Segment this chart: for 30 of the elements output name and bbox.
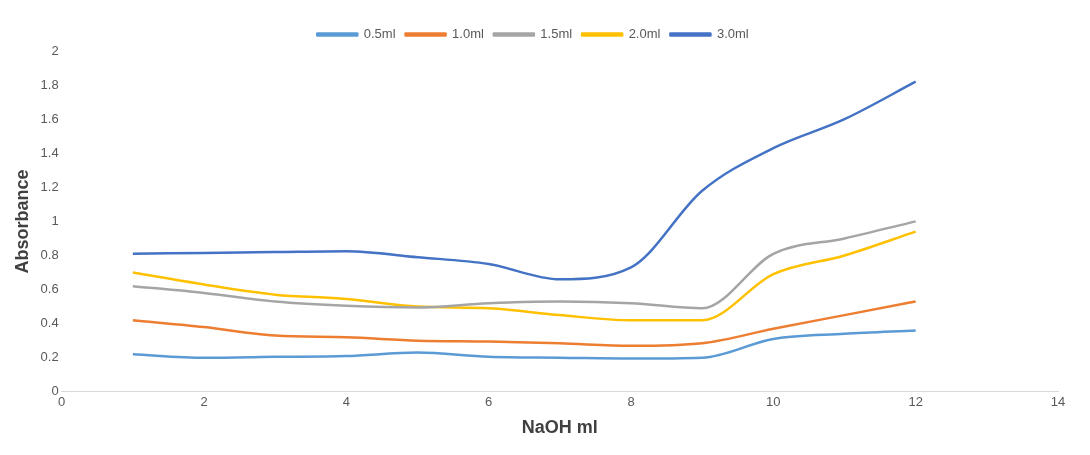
y-tick-label: 1.6 — [40, 110, 59, 126]
x-axis-title: NaOH ml — [521, 417, 598, 438]
legend-label: 2.0ml — [628, 26, 661, 42]
line-series — [131, 329, 917, 360]
x-tick-label: 2 — [200, 394, 208, 410]
line-series — [131, 300, 917, 348]
x-tick-label: 14 — [1050, 394, 1066, 410]
x-tick-label: 8 — [627, 394, 635, 410]
y-tick-label: 0 — [51, 383, 59, 399]
legend-label: 1.0ml — [452, 26, 484, 42]
y-tick-label: 1.8 — [40, 76, 59, 92]
y-tick-label: 1.4 — [40, 144, 59, 160]
y-tick-label: 0.2 — [40, 349, 59, 365]
legend-label: 3.0ml — [716, 26, 749, 42]
line-series — [131, 220, 917, 310]
legend-label: 1.5ml — [540, 26, 573, 42]
x-tick-label: 12 — [908, 394, 923, 410]
y-tick-label: 1.2 — [40, 178, 59, 194]
y-tick-label: 0.4 — [40, 315, 59, 331]
x-tick-label: 6 — [485, 394, 493, 410]
legend-label: 0.5ml — [363, 26, 396, 42]
line-series — [131, 230, 917, 322]
y-axis-title: Absorbance — [11, 169, 32, 274]
y-tick-label: 0.8 — [40, 247, 59, 263]
y-tick-label: 0.6 — [40, 281, 59, 297]
x-tick-label: 4 — [342, 394, 350, 410]
x-tick-label: 10 — [766, 394, 781, 410]
y-tick-label: 1 — [51, 212, 59, 228]
line-series — [131, 80, 917, 281]
y-tick-label: 2 — [51, 42, 59, 58]
